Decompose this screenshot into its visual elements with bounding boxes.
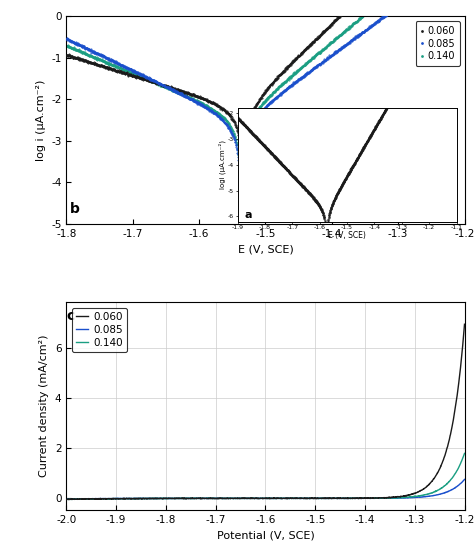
0.060	[462, 321, 467, 328]
Y-axis label: log i (μA.cm⁻²): log i (μA.cm⁻²)	[36, 79, 46, 161]
0.060	[377, 494, 383, 501]
Y-axis label: Current density (mA/cm²): Current density (mA/cm²)	[39, 335, 49, 477]
0.085	[64, 495, 69, 502]
0.085	[257, 495, 263, 501]
0.140	[66, 496, 72, 503]
Line: 0.140: 0.140	[66, 453, 465, 499]
X-axis label: Potential (V, SCE): Potential (V, SCE)	[217, 530, 314, 540]
0.060	[257, 495, 263, 501]
Legend: 0.060, 0.085, 0.140: 0.060, 0.085, 0.140	[72, 307, 127, 352]
Line: 0.060: 0.060	[66, 324, 465, 500]
Line: 0.085: 0.085	[66, 480, 465, 499]
Text: c: c	[66, 309, 74, 323]
0.060	[84, 496, 90, 503]
0.085	[377, 495, 383, 501]
Legend: 0.060, 0.085, 0.140: 0.060, 0.085, 0.140	[416, 21, 460, 66]
0.085	[450, 486, 456, 492]
0.140	[450, 473, 456, 480]
0.140	[377, 495, 383, 501]
0.140	[450, 473, 456, 480]
0.085	[462, 476, 467, 483]
0.085	[84, 495, 90, 502]
0.140	[64, 496, 69, 503]
Text: b: b	[70, 202, 80, 216]
0.060	[450, 419, 456, 425]
0.140	[462, 450, 467, 456]
0.085	[247, 495, 253, 501]
0.060	[246, 495, 252, 501]
0.060	[64, 496, 69, 503]
0.085	[65, 496, 71, 503]
X-axis label: E (V, SCE): E (V, SCE)	[237, 244, 293, 254]
0.140	[247, 495, 253, 501]
0.140	[257, 495, 263, 502]
0.140	[84, 495, 90, 502]
0.085	[450, 486, 456, 492]
0.060	[450, 420, 456, 426]
